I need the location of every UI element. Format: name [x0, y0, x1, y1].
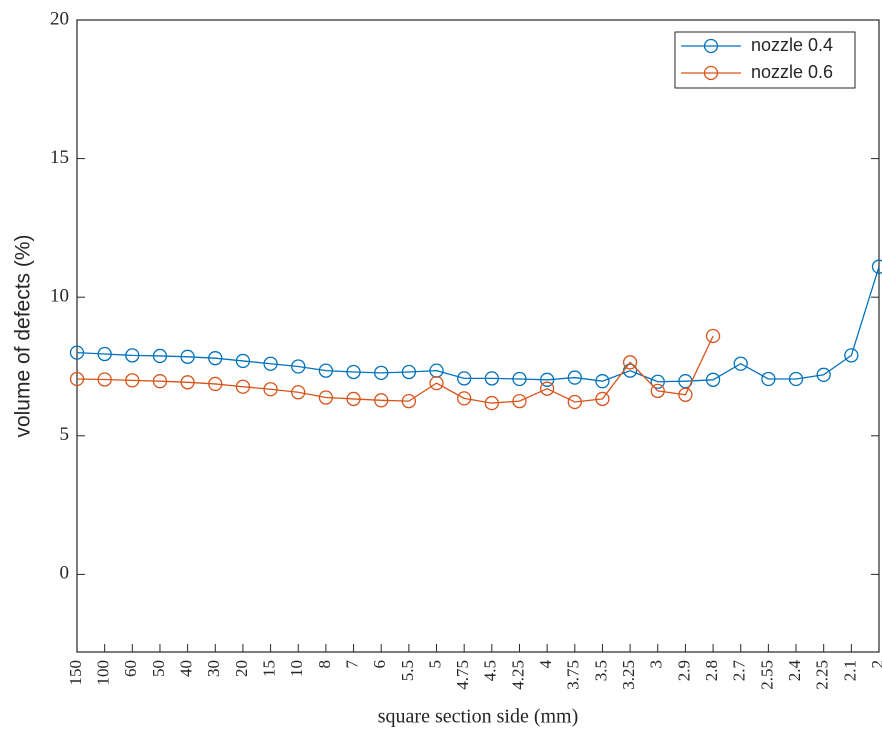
point — [208, 376, 223, 392]
x-tick-label: 4.75 — [453, 660, 472, 690]
point — [374, 393, 389, 408]
legend-marker — [703, 65, 719, 81]
point — [208, 351, 223, 366]
point — [622, 355, 638, 370]
point — [484, 395, 499, 411]
x-tick-label: 2.7 — [730, 660, 749, 682]
point — [235, 379, 251, 394]
point — [678, 387, 693, 402]
x-tick-label: 60 — [121, 660, 140, 677]
x-tick-label: 150 — [66, 660, 85, 686]
series-line — [76, 266, 880, 383]
point — [69, 371, 85, 387]
y-tick-label: 15 — [50, 147, 69, 168]
legend-label: nozzle 0.6 — [751, 62, 833, 82]
x-tick-label: 3.25 — [619, 660, 638, 690]
point — [180, 375, 195, 390]
point — [263, 382, 278, 397]
point — [97, 346, 112, 362]
point — [401, 364, 417, 380]
legend-box — [674, 31, 856, 89]
x-tick-label: 2.1 — [840, 660, 859, 681]
point — [788, 371, 804, 387]
point — [871, 259, 882, 274]
point — [401, 393, 417, 409]
x-tick-label: 6 — [370, 660, 389, 669]
x-tick-label: 4.25 — [508, 660, 527, 690]
legend-label: nozzle 0.4 — [751, 35, 833, 55]
point — [125, 348, 140, 363]
x-tick-label: 3 — [647, 660, 666, 669]
y-tick-label: 0 — [60, 563, 70, 584]
series-line — [76, 335, 714, 404]
point — [152, 374, 168, 389]
point — [457, 371, 472, 386]
point — [263, 356, 278, 371]
x-tick-label: 100 — [94, 660, 113, 686]
x-tick-label: 40 — [177, 660, 196, 677]
x-tick-label: 4 — [536, 660, 555, 669]
x-tick-label: 2 — [868, 660, 882, 669]
x-tick-label: 50 — [149, 660, 168, 677]
x-tick-label: 8 — [315, 660, 334, 669]
point — [291, 359, 306, 374]
point — [235, 353, 251, 369]
point — [97, 372, 112, 387]
point — [125, 373, 140, 388]
point — [816, 367, 831, 382]
x-tick-label: 5.5 — [398, 660, 417, 681]
point — [346, 391, 361, 407]
point — [705, 328, 721, 344]
point — [484, 371, 499, 386]
point — [567, 394, 582, 410]
point — [539, 372, 555, 387]
x-tick-label: 20 — [232, 660, 251, 677]
x-axis-label: square section side (mm) — [378, 706, 579, 728]
y-tick-label: 20 — [50, 8, 69, 29]
x-tick-label: 4.5 — [481, 660, 500, 681]
point — [650, 374, 665, 389]
point — [457, 391, 472, 406]
point — [595, 374, 610, 389]
point — [567, 370, 582, 385]
x-tick-label: 15 — [259, 660, 278, 677]
point — [844, 348, 859, 363]
point — [318, 390, 334, 405]
point — [761, 371, 776, 387]
x-tick-label: 5 — [425, 660, 444, 669]
point — [346, 364, 361, 380]
y-tick-label: 10 — [50, 286, 69, 307]
x-tick-label: 3.5 — [591, 660, 610, 681]
y-axis-label: volume of defects (%) — [12, 234, 35, 437]
x-tick-label: 2.8 — [702, 660, 721, 681]
x-tick-label: 7 — [342, 660, 361, 669]
point — [650, 383, 665, 399]
point — [69, 345, 85, 360]
point — [595, 391, 610, 407]
point — [180, 349, 195, 364]
x-tick-label: 2.4 — [785, 660, 804, 682]
point — [318, 363, 334, 378]
y-tick-label: 5 — [60, 424, 70, 445]
point — [512, 371, 527, 387]
x-tick-label: 2.9 — [674, 660, 693, 681]
point — [512, 393, 527, 409]
point — [733, 356, 748, 371]
point — [705, 372, 721, 387]
legend-marker — [703, 38, 719, 54]
x-tick-label: 10 — [287, 660, 306, 677]
x-tick-label: 2.25 — [813, 660, 832, 690]
point — [429, 375, 444, 391]
point — [291, 385, 306, 400]
point — [539, 381, 555, 396]
point — [374, 365, 389, 381]
point — [152, 348, 168, 364]
plot-frame — [76, 19, 880, 653]
x-tick-label: 2.55 — [757, 660, 776, 690]
x-tick-label: 30 — [204, 660, 223, 677]
x-tick-label: 3.75 — [564, 660, 583, 690]
